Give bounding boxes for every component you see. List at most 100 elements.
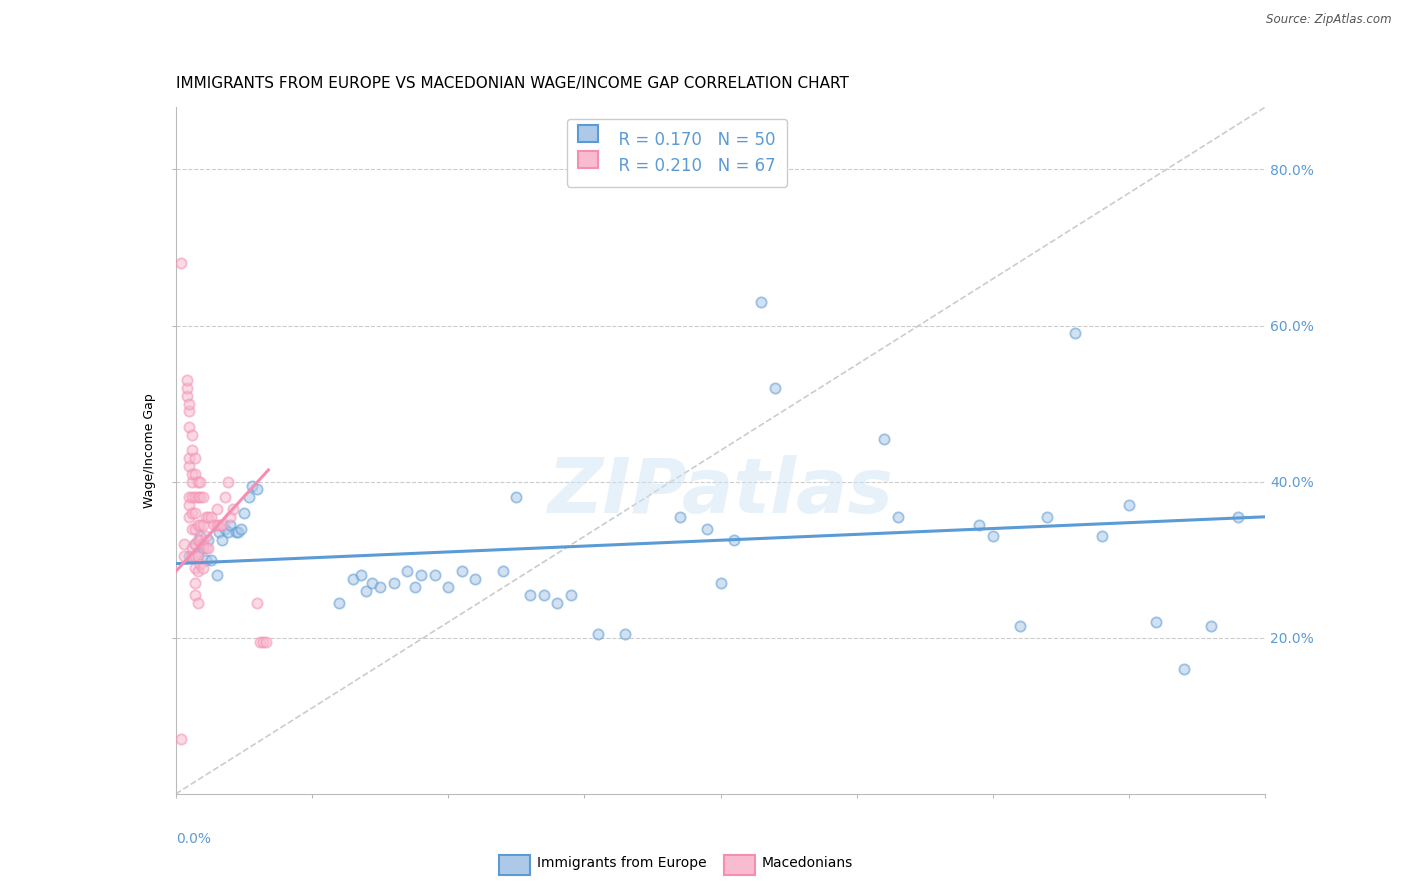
Point bbox=[186, 596, 209, 610]
Text: ZIPatlas: ZIPatlas bbox=[547, 455, 894, 529]
Point bbox=[208, 525, 231, 540]
Point bbox=[188, 517, 211, 532]
Point bbox=[205, 502, 228, 516]
Point bbox=[1144, 615, 1167, 630]
Point bbox=[184, 537, 207, 551]
Point bbox=[173, 549, 195, 563]
Point bbox=[342, 572, 364, 586]
Point bbox=[246, 596, 269, 610]
Point bbox=[191, 537, 214, 551]
Point bbox=[246, 483, 269, 497]
Point bbox=[184, 506, 207, 520]
Point bbox=[437, 580, 460, 594]
Point bbox=[197, 533, 219, 548]
Point bbox=[560, 588, 582, 602]
Point bbox=[231, 521, 253, 535]
Point bbox=[184, 560, 207, 574]
Text: Immigrants from Europe: Immigrants from Europe bbox=[537, 856, 707, 871]
Point bbox=[184, 549, 207, 563]
Point bbox=[179, 420, 201, 434]
Point bbox=[360, 576, 382, 591]
Point bbox=[219, 509, 242, 524]
Point bbox=[409, 568, 432, 582]
Point bbox=[181, 475, 204, 489]
Point bbox=[205, 517, 228, 532]
Point bbox=[217, 525, 239, 540]
Point bbox=[179, 509, 201, 524]
Point bbox=[200, 509, 222, 524]
Point bbox=[405, 580, 427, 594]
Point bbox=[710, 576, 733, 591]
Point bbox=[181, 521, 204, 535]
Point bbox=[181, 443, 204, 458]
Point bbox=[254, 634, 277, 648]
Point bbox=[211, 517, 233, 532]
Point bbox=[238, 490, 260, 504]
Point bbox=[350, 568, 373, 582]
Point bbox=[194, 552, 217, 567]
Point bbox=[873, 432, 896, 446]
Point bbox=[228, 525, 250, 540]
Point bbox=[186, 549, 209, 563]
Point bbox=[1063, 326, 1085, 341]
Point bbox=[328, 596, 350, 610]
Point bbox=[184, 451, 207, 466]
Point bbox=[1091, 529, 1114, 543]
Point bbox=[382, 576, 405, 591]
Point bbox=[176, 381, 198, 395]
Point bbox=[181, 427, 204, 442]
Point bbox=[181, 490, 204, 504]
Point bbox=[176, 389, 198, 403]
Point bbox=[696, 521, 718, 535]
Point bbox=[170, 256, 193, 270]
Point bbox=[173, 537, 195, 551]
Point bbox=[533, 588, 555, 602]
Point bbox=[208, 517, 231, 532]
Point bbox=[217, 475, 239, 489]
Point bbox=[188, 557, 211, 571]
Point bbox=[222, 502, 245, 516]
Point bbox=[249, 634, 271, 648]
Point bbox=[668, 509, 690, 524]
Text: Macedonians: Macedonians bbox=[762, 856, 853, 871]
Point bbox=[751, 295, 773, 310]
Point bbox=[179, 490, 201, 504]
Point bbox=[969, 517, 991, 532]
Point bbox=[1227, 509, 1250, 524]
Text: IMMIGRANTS FROM EUROPE VS MACEDONIAN WAGE/INCOME GAP CORRELATION CHART: IMMIGRANTS FROM EUROPE VS MACEDONIAN WAG… bbox=[176, 76, 849, 91]
Point bbox=[181, 549, 204, 563]
Point bbox=[1173, 662, 1195, 676]
Point bbox=[197, 509, 219, 524]
Point bbox=[186, 475, 209, 489]
Point bbox=[181, 467, 204, 481]
Point bbox=[188, 490, 211, 504]
Point bbox=[191, 517, 214, 532]
Point bbox=[194, 541, 217, 555]
Point bbox=[214, 490, 236, 504]
Point bbox=[186, 490, 209, 504]
Point bbox=[186, 533, 209, 548]
Point bbox=[184, 588, 207, 602]
Point bbox=[191, 541, 214, 555]
Point bbox=[886, 509, 908, 524]
Point bbox=[194, 529, 217, 543]
Point bbox=[184, 576, 207, 591]
Point bbox=[219, 517, 242, 532]
Point bbox=[197, 541, 219, 555]
Point bbox=[356, 583, 378, 598]
Point bbox=[252, 634, 274, 648]
Point bbox=[586, 627, 609, 641]
Point bbox=[188, 529, 211, 543]
Point bbox=[232, 506, 254, 520]
Point bbox=[723, 533, 745, 548]
Point bbox=[214, 521, 236, 535]
Point bbox=[1010, 619, 1032, 633]
Point bbox=[184, 490, 207, 504]
Point bbox=[205, 568, 228, 582]
Point bbox=[450, 565, 472, 579]
Point bbox=[181, 541, 204, 555]
Point bbox=[188, 533, 211, 548]
Point bbox=[179, 396, 201, 410]
Point bbox=[1199, 619, 1222, 633]
Point bbox=[191, 560, 214, 574]
